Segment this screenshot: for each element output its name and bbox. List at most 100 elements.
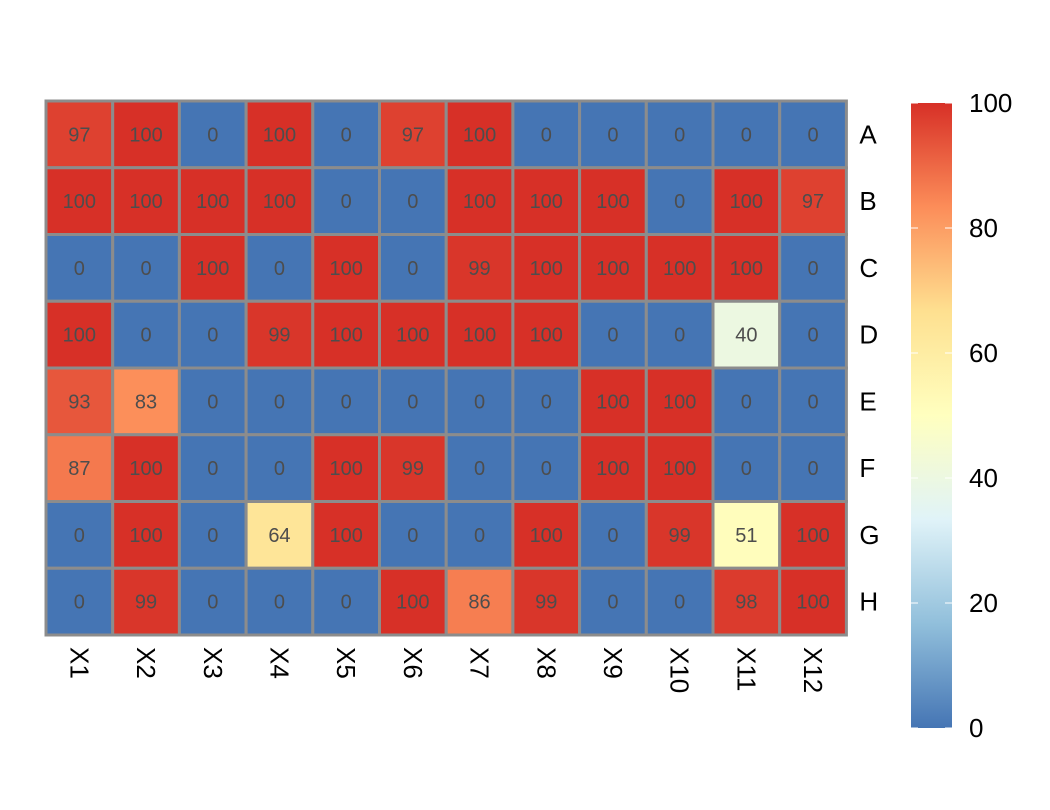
heatmap-cell <box>778 500 848 570</box>
cell-value-label: 97 <box>68 124 90 146</box>
cell-value-label: 0 <box>407 391 418 413</box>
cell-value-label: 0 <box>607 592 618 614</box>
cell-value-label: 100 <box>530 525 563 547</box>
cell-value-label: 0 <box>74 258 85 280</box>
cell-value-label: 0 <box>541 124 552 146</box>
cell-value-label: 100 <box>463 124 496 146</box>
cell-value-label: 0 <box>474 391 485 413</box>
cell-value-label: 0 <box>207 592 218 614</box>
cell-value-label: 0 <box>274 258 285 280</box>
cell-value-label: 93 <box>68 391 90 413</box>
heatmap-cell <box>511 566 582 637</box>
row-label: F <box>859 453 875 483</box>
cell-value-label: 100 <box>530 258 563 280</box>
cell-value-label: 100 <box>530 325 563 347</box>
cell-value-label: 99 <box>268 325 290 347</box>
heatmap-cell <box>378 500 448 570</box>
row-label: E <box>859 386 876 416</box>
cell-value-label: 100 <box>796 525 829 547</box>
legend-tick-label: 20 <box>969 588 998 618</box>
heatmap-cell <box>378 366 448 437</box>
legend-tick-label: 60 <box>969 338 998 368</box>
column-label: X9 <box>598 647 628 679</box>
column-label: X2 <box>131 647 161 679</box>
heatmap-cell <box>378 433 448 503</box>
row-label: H <box>859 587 878 617</box>
cell-value-label: 0 <box>674 191 685 213</box>
column-label: X10 <box>665 647 695 693</box>
cell-value-label: 100 <box>329 525 362 547</box>
cell-value-label: 0 <box>474 458 485 480</box>
heatmap-cell <box>511 366 582 437</box>
cell-value-label: 100 <box>129 525 162 547</box>
heatmap-cell <box>711 166 782 236</box>
cell-value-label: 100 <box>129 458 162 480</box>
cell-value-label: 83 <box>135 391 157 413</box>
column-label: X6 <box>398 647 428 679</box>
cell-value-label: 0 <box>341 124 352 146</box>
cell-value-label: 0 <box>807 458 818 480</box>
cell-value-label: 0 <box>607 124 618 146</box>
cell-value-label: 100 <box>129 124 162 146</box>
legend-tick-label: 40 <box>969 463 998 493</box>
heatmap-cell <box>644 299 715 370</box>
cell-value-label: 100 <box>596 391 629 413</box>
column-label: X3 <box>198 647 228 679</box>
cell-value-label: 0 <box>207 325 218 347</box>
heatmap-cell <box>578 566 648 637</box>
heatmap-cell <box>511 99 582 170</box>
row-label: D <box>859 320 878 350</box>
cell-value-label: 0 <box>807 258 818 280</box>
heatmap-cell <box>711 366 782 437</box>
cell-value-label: 100 <box>596 191 629 213</box>
cell-value-label: 0 <box>407 191 418 213</box>
row-label: G <box>859 520 879 550</box>
cell-value-label: 0 <box>274 391 285 413</box>
row-label: B <box>859 186 876 216</box>
cell-value-label: 99 <box>535 592 557 614</box>
cell-value-label: 100 <box>196 258 229 280</box>
cell-value-label: 0 <box>674 325 685 347</box>
heatmap-cell <box>444 500 515 570</box>
cell-value-label: 86 <box>468 592 490 614</box>
heatmap-cell <box>111 566 181 637</box>
cell-value-label: 0 <box>274 458 285 480</box>
cell-value-label: 0 <box>207 525 218 547</box>
cell-value-label: 100 <box>63 191 96 213</box>
cell-value-label: 0 <box>807 124 818 146</box>
cell-value-label: 100 <box>663 458 696 480</box>
heatmap-cell <box>578 433 648 503</box>
cell-value-label: 0 <box>140 325 151 347</box>
heatmap-cell <box>311 233 381 303</box>
cell-value-label: 100 <box>596 258 629 280</box>
cell-value-label: 99 <box>135 592 157 614</box>
cell-value-label: 0 <box>207 458 218 480</box>
cell-value-label: 0 <box>541 458 552 480</box>
cell-value-label: 100 <box>196 191 229 213</box>
heatmap-cell <box>244 433 315 503</box>
heatmap-cell <box>778 99 848 170</box>
heatmap-cell <box>578 299 648 370</box>
heatmap-cell <box>511 166 582 236</box>
cell-value-label: 99 <box>402 458 424 480</box>
heatmap-cell <box>44 299 115 370</box>
heatmap-cell <box>177 366 248 437</box>
cell-value-label: 100 <box>730 258 763 280</box>
cell-value-label: 0 <box>274 592 285 614</box>
cell-value-label: 97 <box>402 124 424 146</box>
cell-value-label: 100 <box>463 325 496 347</box>
cell-value-label: 0 <box>207 391 218 413</box>
cell-value-label: 100 <box>596 458 629 480</box>
heatmap-cell <box>644 500 715 570</box>
cell-value-label: 100 <box>396 592 429 614</box>
cell-value-label: 0 <box>407 525 418 547</box>
legend-color-bar <box>911 103 952 728</box>
cell-value-label: 0 <box>741 124 752 146</box>
legend-tick-label: 100 <box>969 88 1012 118</box>
cell-value-label: 51 <box>735 525 757 547</box>
cell-value-label: 100 <box>396 325 429 347</box>
cell-value-label: 100 <box>463 191 496 213</box>
heatmap-cell <box>444 233 515 303</box>
column-label: X11 <box>731 647 761 691</box>
